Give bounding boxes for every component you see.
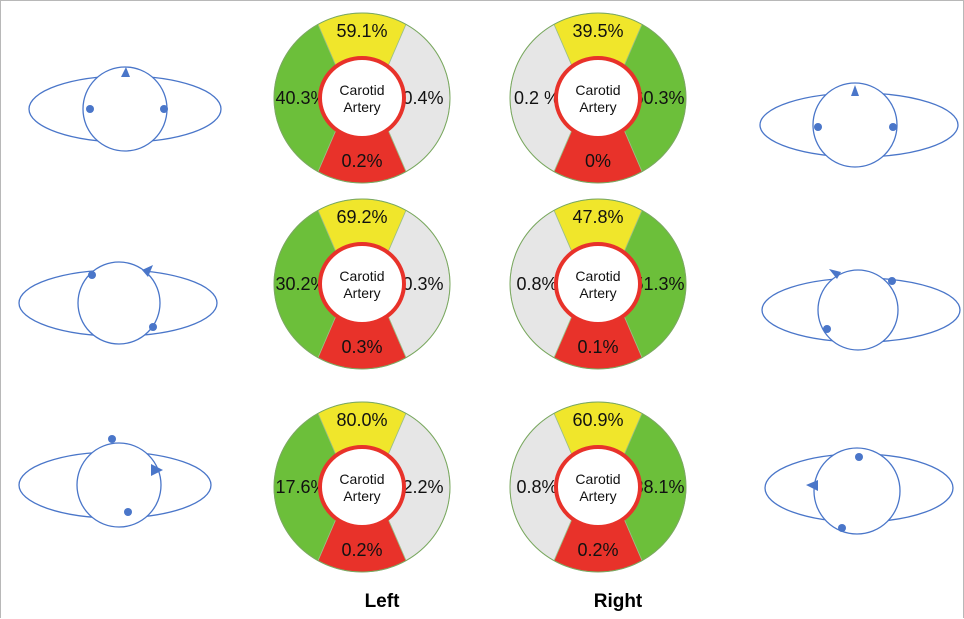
left-donut-center-label-line2: Artery bbox=[343, 99, 380, 115]
right-donut-center-label-line2: Artery bbox=[579, 488, 616, 504]
right-schematic-1 bbox=[759, 82, 959, 168]
right-donut-center-label-line2: Artery bbox=[579, 99, 616, 115]
left-donut-value-bottom: 0.3% bbox=[341, 337, 382, 357]
right-donut-value-top: 39.5% bbox=[572, 21, 623, 41]
left-schematic-1-marker-dot-1 bbox=[86, 105, 94, 113]
left-schematic-3-marker-triangle bbox=[151, 464, 163, 476]
left-donut-center-label-line1: Carotid bbox=[339, 471, 384, 487]
right-donut-value-green: 60.3% bbox=[633, 88, 684, 108]
right-donut-value-top: 47.8% bbox=[572, 207, 623, 227]
right-schematic-3-globe-circle bbox=[813, 447, 901, 535]
left-donut-value-gray: 0.4% bbox=[402, 88, 443, 108]
right-donut-value-gray: 0.2 % bbox=[514, 88, 560, 108]
left-schematic-2-marker-dot-1 bbox=[88, 271, 96, 279]
left-donut-center-ring bbox=[318, 56, 406, 140]
right-donut-value-bottom: 0.2% bbox=[577, 540, 618, 560]
left-donut-center-label-line1: Carotid bbox=[339, 268, 384, 284]
right-schematic-1-globe-circle bbox=[812, 82, 898, 168]
right-donut-outline bbox=[509, 198, 687, 370]
left-donut-value-gray: 0.3% bbox=[402, 274, 443, 294]
right-schematic-3 bbox=[764, 447, 954, 535]
left-schematic-1 bbox=[28, 66, 222, 152]
right-schematic-1-marker-triangle bbox=[851, 85, 859, 96]
left-donut-value-gray: 2.2% bbox=[402, 477, 443, 497]
right-schematic-3-marker-triangle bbox=[806, 480, 818, 491]
right-donut-outline bbox=[509, 401, 687, 573]
right-donut-center-label-line1: Carotid bbox=[575, 82, 620, 98]
left-donut-outline bbox=[273, 401, 451, 573]
right-donut-center-label-line2: Artery bbox=[579, 285, 616, 301]
left-donut-value-green: 17.6% bbox=[275, 477, 326, 497]
right-donut-value-green: 38.1% bbox=[633, 477, 684, 497]
right-donut-center-ring bbox=[554, 445, 642, 529]
left-donut-value-bottom: 0.2% bbox=[341, 151, 382, 171]
left-donut-center-ring bbox=[318, 242, 406, 326]
left-donut-value-top: 59.1% bbox=[336, 21, 387, 41]
left-schematic-3-marker-dot-1 bbox=[108, 435, 116, 443]
right-schematic-1-marker-dot-2 bbox=[889, 123, 897, 131]
right-schematic-2 bbox=[761, 269, 961, 351]
left-schematic-3 bbox=[18, 435, 212, 528]
right-donut-center-ring bbox=[554, 56, 642, 140]
right-donut-center-ring bbox=[554, 242, 642, 326]
left-schematic-3-globe-circle bbox=[76, 442, 162, 528]
right-donut-center-label-line1: Carotid bbox=[575, 471, 620, 487]
left-schematic-2 bbox=[18, 261, 218, 345]
right-schematic-3-marker-dot-1 bbox=[855, 453, 863, 461]
left-schematic-1-marker-triangle bbox=[121, 67, 130, 77]
right-schematic-2-marker-triangle bbox=[829, 269, 841, 279]
left-donut-outline bbox=[273, 198, 451, 370]
left-schematic-1-marker-dot-2 bbox=[160, 105, 168, 113]
right-donut-value-bottom: 0.1% bbox=[577, 337, 618, 357]
left-schematic-2-marker-triangle bbox=[142, 265, 153, 277]
left-donut-value-green: 30.2% bbox=[275, 274, 326, 294]
left-schematic-1-globe-circle bbox=[82, 66, 168, 152]
right-donut-center-label-line1: Carotid bbox=[575, 268, 620, 284]
right-donut-value-gray: 0.8% bbox=[516, 274, 557, 294]
left-schematic-2-globe-circle bbox=[77, 261, 161, 345]
left-donut-outline bbox=[273, 12, 451, 184]
left-schematic-2-marker-dot-2 bbox=[149, 323, 157, 331]
left-donut-center-ring bbox=[318, 445, 406, 529]
left-column-label: Left bbox=[364, 591, 400, 612]
left-donut-value-top: 80.0% bbox=[336, 410, 387, 430]
right-schematic-2-globe-circle bbox=[817, 269, 899, 351]
right-schematic-2-marker-dot-2 bbox=[823, 325, 831, 333]
right-donut-value-green: 51.3% bbox=[633, 274, 684, 294]
left-donut-center-label-line2: Artery bbox=[343, 285, 380, 301]
right-schematic-2-marker-dot-1 bbox=[888, 277, 896, 285]
right-donut-value-bottom: 0% bbox=[585, 151, 611, 171]
right-schematic-1-marker-dot-1 bbox=[814, 123, 822, 131]
right-donut-value-gray: 0.8% bbox=[516, 477, 557, 497]
right-donut-outline bbox=[509, 12, 687, 184]
right-column-label: Right bbox=[593, 591, 643, 612]
left-donut-value-bottom: 0.2% bbox=[341, 540, 382, 560]
left-schematic-3-marker-dot-2 bbox=[124, 508, 132, 516]
left-donut-value-top: 69.2% bbox=[336, 207, 387, 227]
left-donut-center-label-line1: Carotid bbox=[339, 82, 384, 98]
right-donut-value-top: 60.9% bbox=[572, 410, 623, 430]
right-schematic-3-marker-dot-2 bbox=[838, 524, 846, 532]
left-donut-center-label-line2: Artery bbox=[343, 488, 380, 504]
left-donut-value-green: 40.3% bbox=[275, 88, 326, 108]
